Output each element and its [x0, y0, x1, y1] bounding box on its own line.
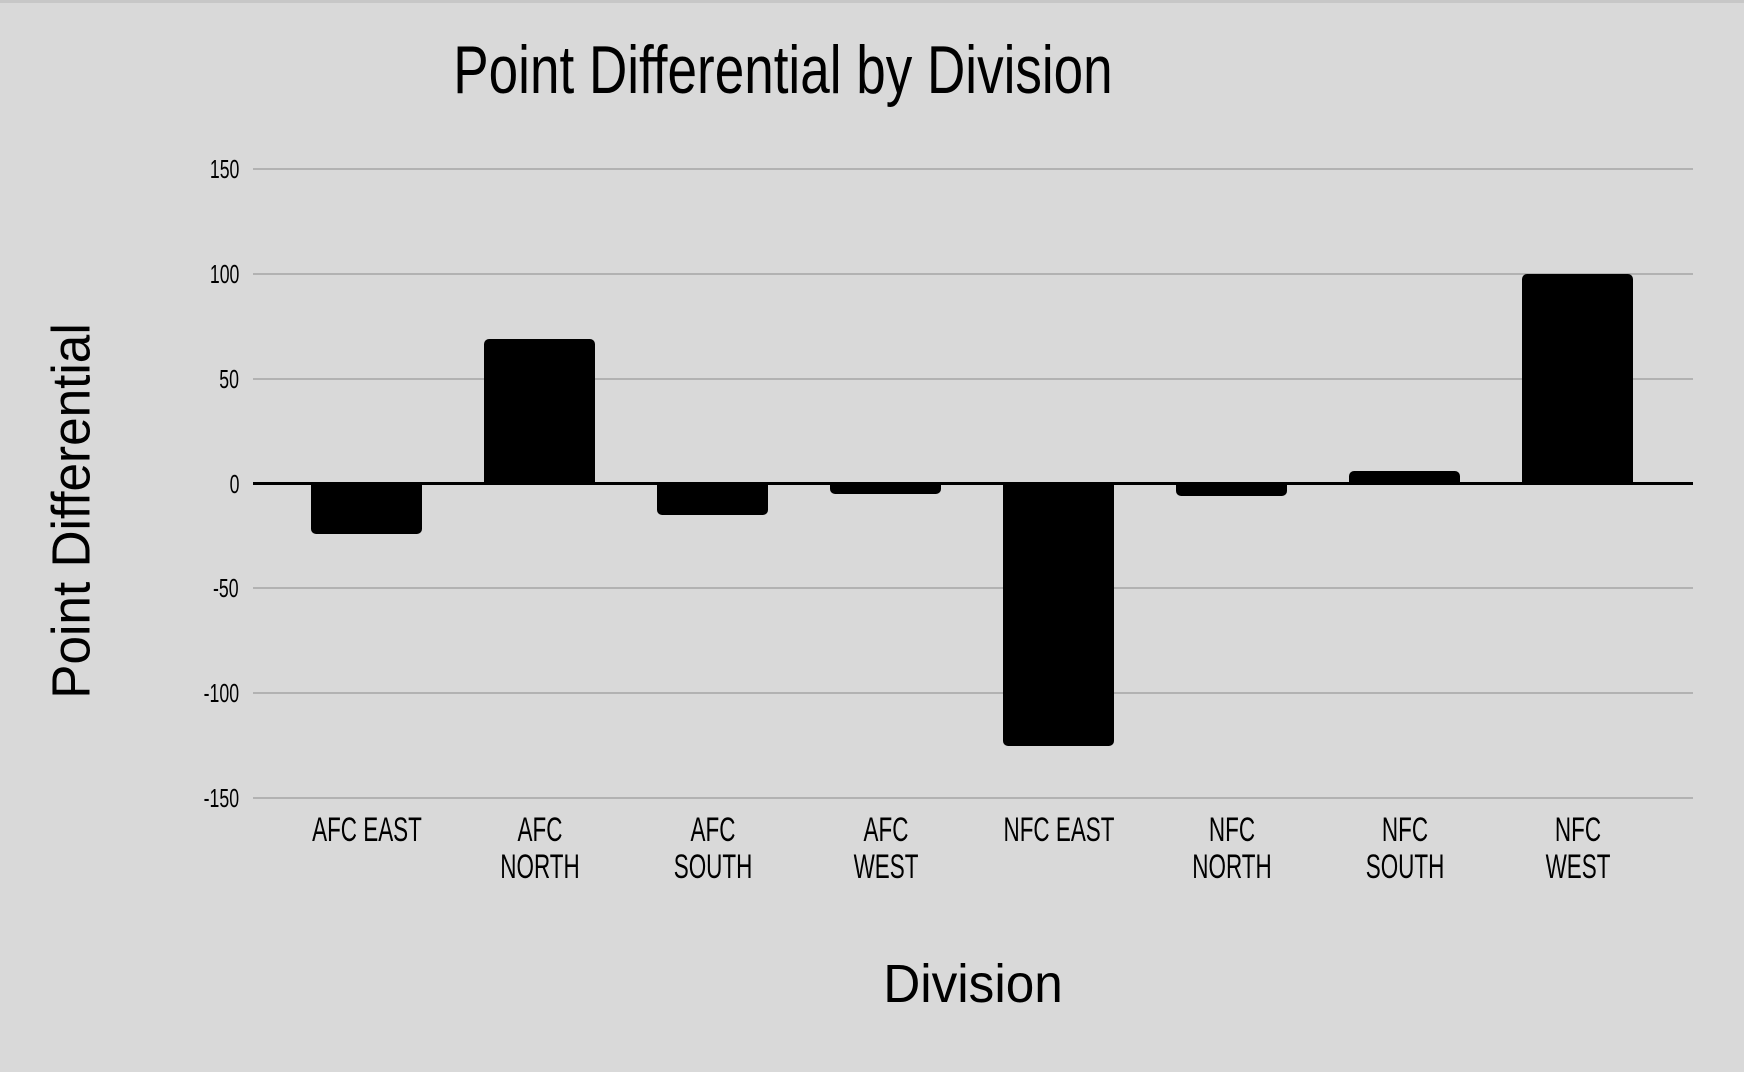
category-label-afc-west: AFC WEST	[853, 811, 918, 886]
category-label-nfc-south: NFC SOUTH	[1365, 811, 1444, 886]
y-tick-label-50: 50	[219, 363, 239, 394]
y-tick-label-0: 0	[229, 468, 239, 499]
gridline-y--100	[253, 692, 1693, 695]
category-label-afc-east: AFC EAST	[311, 811, 422, 849]
bar-nfc-north	[1176, 483, 1287, 497]
bar-afc-south	[657, 483, 768, 515]
y-tick-label--50: -50	[213, 573, 239, 604]
y-tick-label-100: 100	[209, 258, 239, 289]
category-label-afc-south: AFC SOUTH	[673, 811, 752, 886]
gridline-y--150	[253, 797, 1693, 799]
gridline-y--50	[253, 587, 1693, 590]
page-top-edge	[0, 0, 1744, 3]
y-tick-label--150: -150	[203, 783, 239, 813]
gridline-y-50	[253, 377, 1693, 380]
chart-title: Point Differential by Division	[453, 32, 1113, 108]
y-axis-title: Point Differential	[41, 323, 102, 699]
y-tick-label--100: -100	[203, 678, 239, 709]
plot-area: 150 100 50 0 -50 -100 -150	[204, 156, 1693, 811]
gridline-y-100	[253, 272, 1693, 275]
gridline-y-150	[253, 168, 1693, 170]
bar-nfc-west	[1522, 273, 1633, 484]
x-axis-category-labels: AFC EAST AFC NORTH AFC SOUTH AFC WEST NFC EAST N…	[280, 812, 1664, 902]
bars-layer	[280, 169, 1664, 798]
category-label-nfc-west: NFC WEST	[1545, 811, 1610, 886]
bar-nfc-east	[1003, 483, 1114, 746]
bar-nfc-south	[1349, 470, 1460, 484]
x-axis-zero-line	[253, 482, 1693, 485]
category-label-nfc-east: NFC EAST	[1003, 811, 1114, 849]
bar-afc-west	[830, 483, 941, 494]
bar-afc-east	[311, 483, 422, 534]
category-label-nfc-north: NFC NORTH	[1191, 811, 1272, 886]
y-tick-label-150: 150	[209, 154, 239, 184]
x-axis-title: Division	[883, 954, 1063, 1014]
bar-afc-north	[484, 338, 595, 484]
category-label-afc-north: AFC NORTH	[499, 811, 580, 886]
